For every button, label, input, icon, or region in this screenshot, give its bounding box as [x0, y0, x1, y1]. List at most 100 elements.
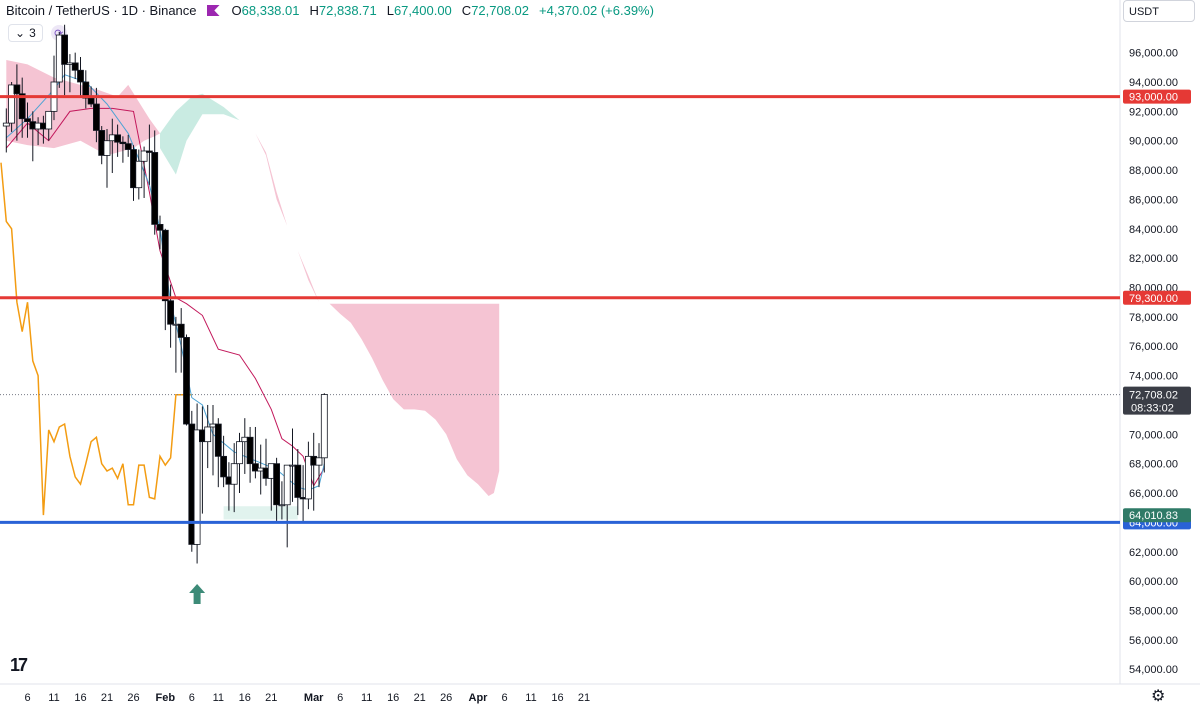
candle-body[interactable] — [304, 455, 312, 500]
currency-selector[interactable]: USDT — [1123, 0, 1195, 22]
candle-body[interactable] — [246, 436, 254, 465]
x-tick-label: 16 — [387, 692, 399, 704]
close-label: C — [461, 3, 472, 18]
candle-body[interactable] — [124, 143, 132, 150]
candle-body[interactable] — [294, 464, 302, 498]
candle-body[interactable] — [24, 118, 31, 123]
y-tick-label: 66,000.00 — [1129, 488, 1178, 500]
candle-body[interactable] — [161, 229, 169, 302]
candle-body[interactable] — [273, 463, 281, 506]
y-tick-label: 60,000.00 — [1129, 576, 1178, 588]
y-tick-label: 62,000.00 — [1129, 547, 1178, 559]
flag-icon[interactable] — [206, 5, 220, 16]
y-tick-label: 68,000.00 — [1129, 459, 1178, 471]
x-tick-label: 16 — [239, 692, 251, 704]
x-tick-label: 11 — [48, 692, 59, 704]
candle-body[interactable] — [320, 394, 328, 459]
candle-body[interactable] — [214, 423, 222, 457]
indicators-toggle[interactable]: ⌄ 3 — [8, 24, 43, 42]
high-value: 72,838.71 — [318, 3, 377, 18]
x-tick-label: 21 — [578, 692, 590, 704]
chevron-down-icon: ⌄ — [15, 26, 26, 40]
kijun-line — [5, 107, 325, 487]
x-tick-label: 6 — [189, 692, 195, 704]
y-tick-label: 94,000.00 — [1129, 77, 1178, 89]
y-tick-label: 92,000.00 — [1129, 106, 1178, 118]
candle-body[interactable] — [2, 122, 10, 127]
x-tick-label: 16 — [74, 692, 86, 704]
last-value-tag: 64,010.83 — [1129, 510, 1178, 522]
resistance-79300-price-tag-bg — [1123, 290, 1191, 305]
high-label: H — [309, 3, 319, 18]
kumo-bearish — [6, 60, 160, 156]
kumo-future — [244, 126, 500, 496]
candle-body[interactable] — [278, 504, 286, 507]
candle-body[interactable] — [61, 34, 68, 65]
x-tick-label: 21 — [414, 692, 426, 704]
change-value: +4,370.02 (+6.39%) — [539, 3, 654, 18]
symbol-title[interactable]: Bitcoin / TetherUS · 1D · Binance — [6, 3, 197, 18]
candle-body[interactable] — [167, 300, 175, 325]
y-tick-label: 70,000.00 — [1129, 429, 1178, 441]
candles — [2, 24, 328, 564]
low-value: 67,400.00 — [393, 3, 452, 18]
candle-body[interactable] — [87, 97, 95, 105]
candle-body[interactable] — [183, 337, 190, 425]
candle-body[interactable] — [18, 93, 26, 120]
candle-body[interactable] — [230, 463, 238, 485]
y-tick-label: 76,000.00 — [1129, 341, 1178, 353]
x-tick-label: 16 — [551, 692, 563, 704]
open-value: 68,338.01 — [241, 3, 300, 18]
candle-body[interactable] — [151, 152, 159, 225]
countdown-label: 08:33:02 — [1131, 403, 1174, 415]
indicator-count: 3 — [29, 26, 36, 40]
x-tick-label: 21 — [265, 692, 277, 704]
x-tick-label: 26 — [127, 692, 139, 704]
candle-body[interactable] — [8, 84, 16, 124]
x-tick-label: 6 — [24, 692, 30, 704]
candle-body[interactable] — [77, 69, 84, 83]
candle-body[interactable] — [135, 160, 143, 189]
y-tick-label: 84,000.00 — [1129, 224, 1178, 236]
candle-body[interactable] — [220, 455, 228, 478]
chart-header: Bitcoin / TetherUS · 1D · Binance O68,33… — [6, 3, 658, 18]
candle-body[interactable] — [140, 150, 148, 162]
candle-body[interactable] — [93, 103, 100, 131]
tradingview-logo-icon[interactable]: 17 — [10, 655, 28, 675]
candle-body[interactable] — [236, 441, 243, 465]
candle-body[interactable] — [193, 429, 201, 545]
indicator-row: ⌄ 3 ⟳ — [8, 24, 67, 42]
y-tick-label: 90,000.00 — [1129, 136, 1178, 148]
y-tick-label: 88,000.00 — [1129, 165, 1178, 177]
resistance-93000-price-tag: 93,000.00 — [1129, 92, 1178, 104]
candle-body[interactable] — [45, 110, 53, 130]
y-tick-label: 96,000.00 — [1129, 48, 1178, 60]
x-tick-label: 26 — [440, 692, 452, 704]
current-price-tag-bg — [1123, 386, 1191, 415]
candle-body[interactable] — [71, 62, 79, 71]
y-tick-label: 74,000.00 — [1129, 371, 1178, 383]
candle-body[interactable] — [145, 150, 153, 153]
candle-body[interactable] — [283, 464, 291, 506]
x-tick-label: 11 — [361, 692, 372, 704]
candle-body[interactable] — [315, 457, 323, 466]
candle-body[interactable] — [204, 426, 212, 443]
x-tick-label: Feb — [156, 692, 176, 704]
candle-body[interactable] — [119, 141, 127, 145]
candle-body[interactable] — [13, 84, 21, 95]
close-value: 72,708.02 — [471, 3, 530, 18]
x-tick-label: 11 — [525, 692, 536, 704]
open-label: O — [231, 3, 242, 18]
y-tick-label: 56,000.00 — [1129, 635, 1178, 647]
candle-body[interactable] — [156, 223, 164, 231]
x-tick-label: Mar — [304, 692, 324, 704]
x-tick-label: Apr — [469, 692, 489, 704]
support-zone — [223, 506, 298, 520]
candle-body[interactable] — [177, 323, 185, 338]
gear-icon[interactable]: ⚙ — [1151, 688, 1166, 705]
low-label: L — [386, 3, 394, 18]
candle-body[interactable] — [114, 134, 121, 143]
candle-body[interactable] — [251, 463, 259, 472]
candle-body[interactable] — [103, 140, 111, 156]
